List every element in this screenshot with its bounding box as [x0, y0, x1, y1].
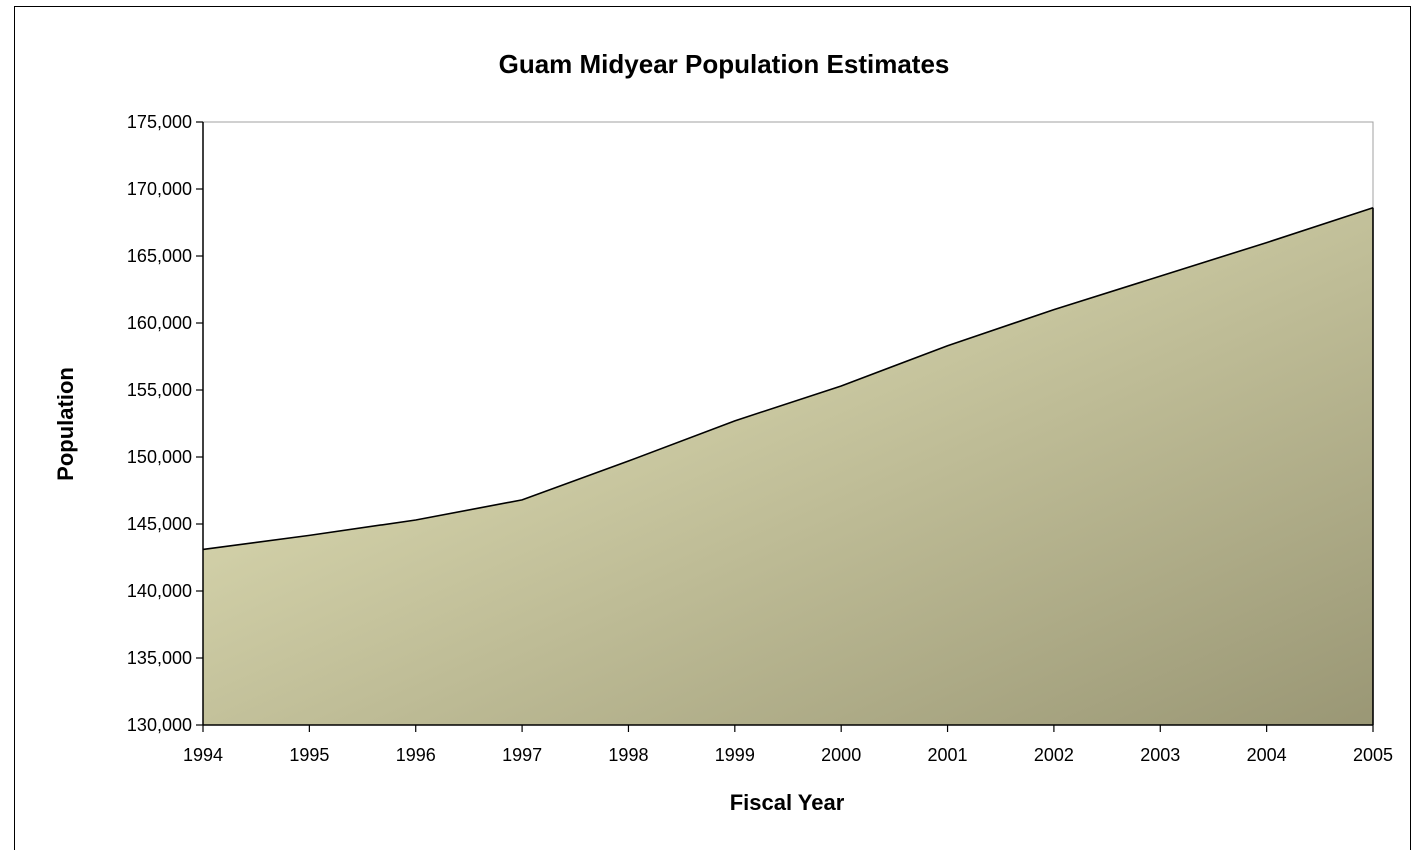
- y-axis: 130,000 135,000 140,000 145,000 150,000 155,0…: [127, 112, 204, 735]
- y-tick-label: 130,000: [127, 715, 192, 735]
- y-tick-label: 135,000: [127, 648, 192, 668]
- x-tick-label: 2004: [1247, 745, 1287, 765]
- x-tick-label: 1999: [715, 745, 755, 765]
- y-tick-label: 170,000: [127, 179, 192, 199]
- area-fill: [203, 207, 1373, 725]
- x-axis-title: Fiscal Year: [730, 790, 845, 815]
- series-line: [202, 206, 1374, 551]
- x-tick-label: 1998: [608, 745, 648, 765]
- y-tick-label: 140,000: [127, 581, 192, 601]
- x-tick-label: 1994: [183, 745, 223, 765]
- chart-title: Guam Midyear Population Estimates: [499, 49, 950, 79]
- x-tick-label: 2002: [1034, 745, 1074, 765]
- y-tick-label: 155,000: [127, 380, 192, 400]
- x-tick-label: 2003: [1140, 745, 1180, 765]
- y-tick-label: 165,000: [127, 246, 192, 266]
- x-tick-label: 2000: [821, 745, 861, 765]
- y-tick-label: 160,000: [127, 313, 192, 333]
- x-tick-label: 1997: [502, 745, 542, 765]
- x-tick-label: 2001: [928, 745, 968, 765]
- x-axis: 1994 1995 1996 1997 1998 1999 2000 2001 2002 2003…: [183, 724, 1393, 765]
- y-axis-title: Population: [53, 367, 78, 481]
- x-tick-label: 2005: [1353, 745, 1393, 765]
- plot-area: [202, 121, 1374, 726]
- x-tick-label: 1995: [289, 745, 329, 765]
- x-tick-label: 1996: [396, 745, 436, 765]
- y-tick-label: 150,000: [127, 447, 192, 467]
- y-tick-label: 175,000: [127, 112, 192, 132]
- y-tick-label: 145,000: [127, 514, 192, 534]
